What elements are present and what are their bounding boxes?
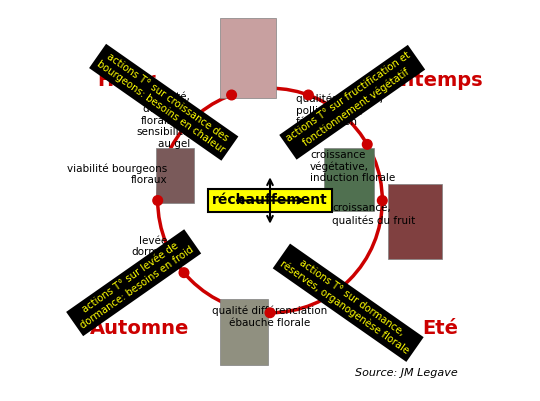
Circle shape bbox=[153, 196, 163, 205]
Text: qualités florales,
pollinisation,
fécondation: qualités florales, pollinisation, fécond… bbox=[296, 93, 383, 127]
Text: Automne: Automne bbox=[90, 319, 189, 338]
Text: actions T° sur levée de
dormance: besoins en froid: actions T° sur levée de dormance: besoin… bbox=[72, 235, 195, 330]
Text: qualité différenciation
ébauche florale: qualité différenciation ébauche florale bbox=[212, 306, 328, 328]
Text: croissance,
qualités du fruit: croissance, qualités du fruit bbox=[332, 203, 415, 226]
Circle shape bbox=[303, 90, 313, 100]
Text: Eté: Eté bbox=[422, 319, 458, 338]
FancyBboxPatch shape bbox=[324, 148, 374, 211]
Text: actions T° sur fructification et
fonctionnement végétatif: actions T° sur fructification et fonctio… bbox=[285, 51, 420, 154]
FancyBboxPatch shape bbox=[156, 148, 194, 203]
FancyBboxPatch shape bbox=[220, 18, 276, 98]
Circle shape bbox=[362, 140, 372, 149]
Text: croissance
végétative,
induction florale: croissance végétative, induction florale bbox=[310, 150, 395, 183]
Text: Printemps: Printemps bbox=[370, 71, 483, 90]
Text: Hiver: Hiver bbox=[98, 71, 156, 90]
Text: Source: JM Legave: Source: JM Legave bbox=[355, 368, 458, 378]
Text: actions T° sur dormance,
réserves, organogenèse florale: actions T° sur dormance, réserves, organ… bbox=[278, 249, 418, 356]
Circle shape bbox=[227, 90, 237, 100]
Circle shape bbox=[265, 308, 275, 318]
Text: levée de
dormance: levée de dormance bbox=[131, 236, 184, 257]
Text: réchauffement: réchauffement bbox=[212, 194, 328, 207]
FancyBboxPatch shape bbox=[388, 184, 442, 259]
Text: précocité,
durée de
floraison,
sensibilité
au gel: précocité, durée de floraison, sensibili… bbox=[137, 92, 190, 149]
Circle shape bbox=[179, 268, 189, 277]
Text: viabilité bourgeons
floraux: viabilité bourgeons floraux bbox=[68, 163, 168, 186]
Circle shape bbox=[377, 196, 387, 205]
Text: actions T° sur croissance des
bourgeons: besoins en chaleur: actions T° sur croissance des bourgeons:… bbox=[94, 49, 233, 155]
FancyBboxPatch shape bbox=[220, 299, 268, 365]
